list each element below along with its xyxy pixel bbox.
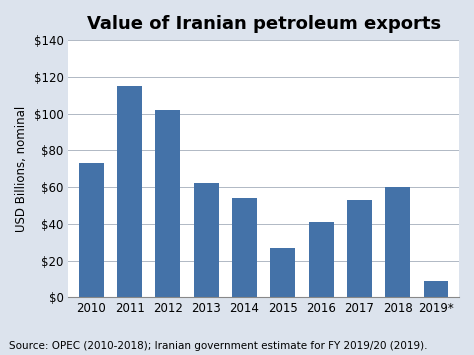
Bar [309,222,334,297]
Bar [232,198,257,297]
Bar [270,248,295,297]
Text: Source: OPEC (2010-2018); Iranian government estimate for FY 2019/20 (2019).: Source: OPEC (2010-2018); Iranian govern… [9,342,428,351]
Bar [424,281,448,297]
Bar [385,187,410,297]
Y-axis label: USD Billions, nominal: USD Billions, nominal [15,105,28,232]
Bar [155,110,180,297]
Title: Value of Iranian petroleum exports: Value of Iranian petroleum exports [87,15,441,33]
Bar [117,86,142,297]
Bar [194,184,219,297]
Bar [347,200,372,297]
Bar [79,163,104,297]
